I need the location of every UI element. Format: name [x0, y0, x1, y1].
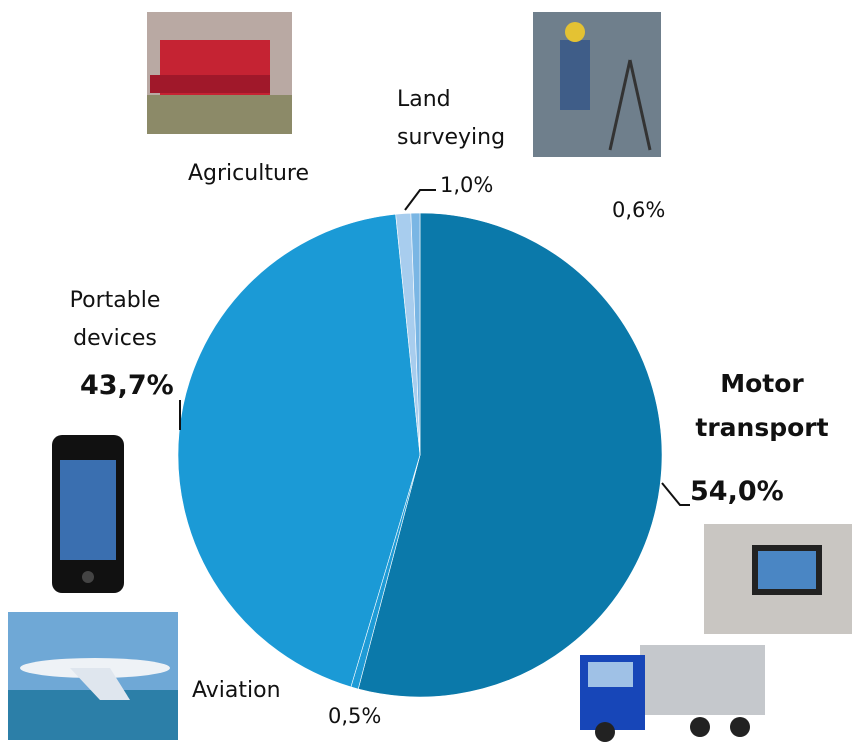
category-label: Agriculture	[188, 161, 309, 186]
category-label: Portable devices	[69, 288, 161, 351]
pie-slice	[357, 212, 663, 698]
pie-slice	[410, 212, 421, 456]
leader-line	[661, 482, 690, 506]
pie	[177, 212, 663, 698]
category-label: Motor transport	[695, 369, 829, 442]
photo-agriculture	[147, 12, 292, 134]
value-label: 43,7%	[80, 370, 174, 401]
category-label: Land surveying	[397, 87, 506, 150]
value-label: 0,6%	[612, 198, 666, 222]
photo-airplane	[8, 612, 178, 740]
photo-phone	[52, 435, 124, 593]
pie-slice	[177, 213, 421, 688]
photo-car-navigation	[704, 524, 852, 634]
photo-truck	[580, 645, 765, 742]
value-label: 54,0%	[690, 476, 784, 507]
value-label: 0,5%	[328, 704, 382, 728]
photo-surveyor	[533, 12, 661, 157]
leader-line	[404, 189, 436, 211]
value-label: 1,0%	[440, 173, 494, 197]
category-label: Aviation	[192, 678, 281, 703]
